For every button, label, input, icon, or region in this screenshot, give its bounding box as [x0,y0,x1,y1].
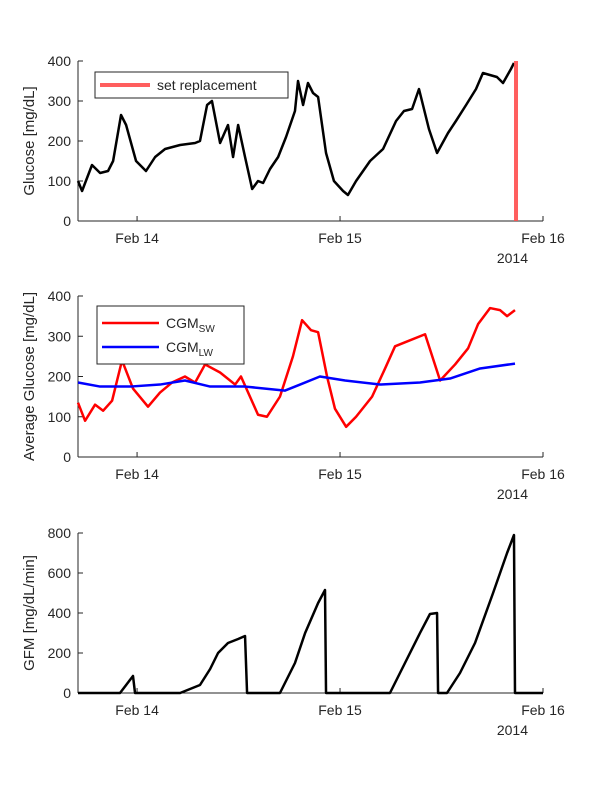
legend-label: CGMLW [166,339,213,359]
y-tick-label: 0 [63,213,71,229]
data-line [76,62,516,197]
x-year-label: 2014 [497,250,528,266]
y-tick-label: 800 [48,525,72,541]
data-line [77,362,516,392]
x-tick-label: Feb 14 [115,466,159,482]
y-tick-label: 300 [48,328,72,344]
data-line [76,306,516,429]
y-tick-label: 600 [48,565,72,581]
legend: set replacement [94,71,289,99]
x-tick-label: Feb 14 [115,702,159,718]
y-axis-label: GFM [mg/dL/min] [21,555,38,671]
y-tick-label: 400 [48,605,72,621]
y-tick-label: 400 [48,288,72,304]
y-tick-label: 400 [48,53,72,69]
x-tick-label: Feb 16 [521,466,565,482]
legend-name: CGM [166,339,199,355]
x-year-label: 2014 [497,486,528,502]
y-axis-label: Glucose [mg/dL] [21,86,38,195]
y-tick-label: 0 [63,449,71,465]
legend-box [96,305,245,365]
y-tick-label: 300 [48,93,72,109]
y-tick-label: 0 [63,685,71,701]
y-tick-label: 200 [48,369,72,385]
x-tick-label: Feb 14 [115,230,159,246]
y-tick-label: 100 [48,409,72,425]
y-tick-label: 200 [48,133,72,149]
x-tick-label: Feb 15 [318,230,362,246]
legend-label: CGMSW [166,315,215,335]
legend-name: set replacement [157,77,257,93]
data-line [78,533,543,695]
legend-subscript: LW [199,348,214,359]
y-tick-label: 200 [48,645,72,661]
legend-name: CGM [166,315,199,331]
x-tick-label: Feb 16 [521,230,565,246]
legend-subscript: SW [199,324,216,335]
y-axis-label: Average Glucose [mg/dL] [21,292,38,461]
legend-label: set replacement [157,77,257,93]
x-tick-label: Feb 15 [318,466,362,482]
x-tick-label: Feb 16 [521,702,565,718]
x-tick-label: Feb 15 [318,702,362,718]
y-tick-label: 100 [48,173,72,189]
x-year-label: 2014 [497,722,528,738]
